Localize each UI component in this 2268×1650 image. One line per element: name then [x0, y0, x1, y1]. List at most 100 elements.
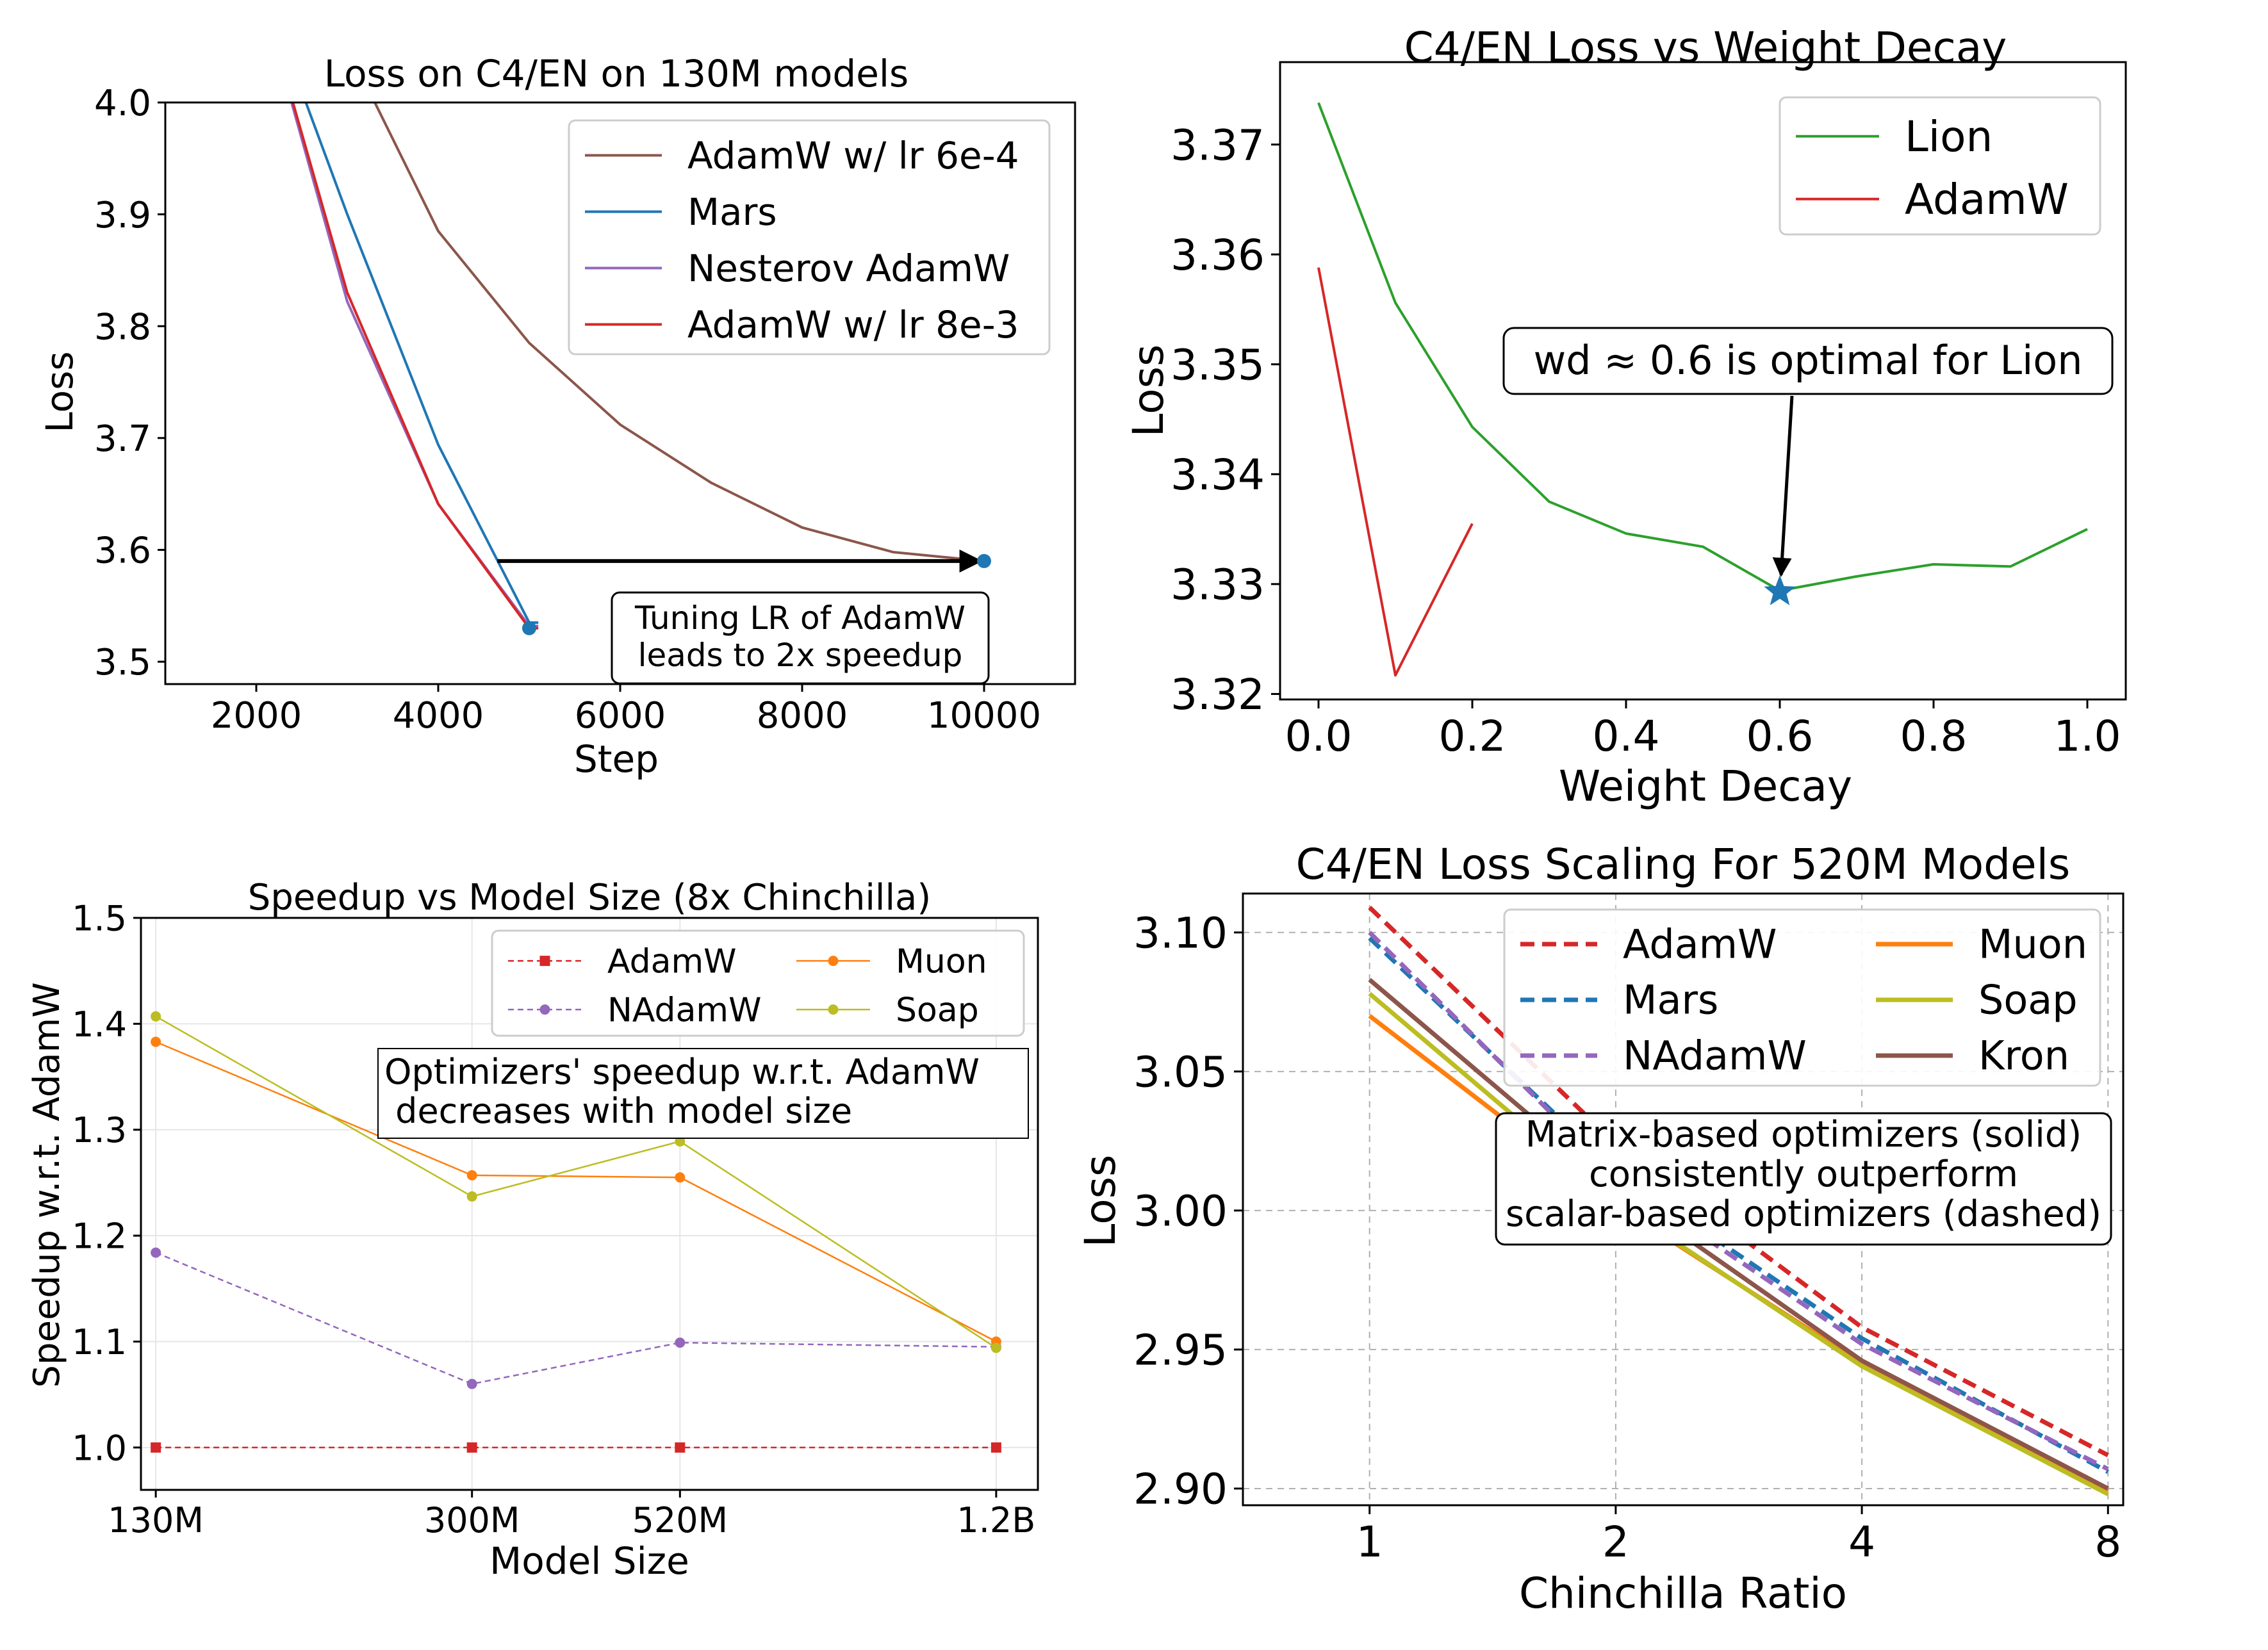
optimal-star-marker	[1764, 575, 1796, 605]
y-axis-label: Loss	[38, 351, 81, 432]
annotation-text: wd ≈ 0.6 is optimal for Lion	[1533, 337, 2082, 384]
legend-label: AdamW	[607, 942, 737, 981]
legend-frame	[491, 929, 1025, 1037]
data-point	[466, 1170, 477, 1180]
annotation-box: wd ≈ 0.6 is optimal for Lion	[1502, 327, 2114, 395]
data-point	[466, 1378, 477, 1389]
data-point	[151, 1011, 161, 1022]
x-tick-label: 4000	[393, 695, 484, 737]
legend-label: Nesterov AdamW	[687, 247, 1010, 290]
data-point	[675, 1172, 686, 1183]
data-point-square	[675, 1442, 686, 1453]
x-tick-label: 10000	[927, 695, 1041, 737]
x-tick-label: 0.0	[1285, 712, 1352, 761]
x-axis-label: Chinchilla Ratio	[1519, 1569, 1847, 1618]
annotation-line-1: Matrix-based optimizers (solid)	[1525, 1114, 2082, 1156]
legend: Lion AdamW	[1779, 96, 2101, 236]
y-tick-label: 3.36	[1171, 231, 1265, 280]
x-tick-label: 1.0	[2054, 712, 2121, 761]
x-tick-label: 0.8	[1900, 712, 1968, 761]
y-tick-label: 3.32	[1171, 670, 1265, 719]
legend-marker	[828, 1004, 839, 1015]
legend-marker	[828, 956, 839, 967]
legend-marker	[539, 956, 550, 967]
y-tick-label: 3.34	[1171, 450, 1265, 500]
data-point-square	[466, 1442, 477, 1453]
annotation-frame	[1502, 327, 2114, 395]
annotation-box: Matrix-based optimizers (solid) consiste…	[1495, 1112, 2112, 1246]
legend-label: AdamW	[1623, 921, 1777, 968]
y-tick-label: 3.05	[1133, 1048, 1228, 1097]
y-tick-label: 3.5	[94, 642, 151, 683]
y-tick-label: 3.35	[1171, 341, 1265, 390]
data-point	[151, 1036, 161, 1047]
legend-label: NAdamW	[1623, 1033, 1807, 1079]
y-tick-label: 2.95	[1133, 1326, 1228, 1375]
data-point-square	[990, 1442, 1001, 1453]
y-tick-label: 3.8	[94, 306, 151, 348]
y-tick-label: 1.3	[72, 1110, 127, 1150]
y-axis-label: Loss	[1076, 1155, 1125, 1248]
legend-label: Soap	[896, 991, 979, 1029]
x-tick-label: 8	[2094, 1517, 2121, 1567]
data-point	[990, 1343, 1001, 1353]
annotation-line-2: leads to 2x speedup	[638, 637, 963, 674]
series-line-lion	[1317, 102, 2088, 592]
legend-label: NAdamW	[607, 991, 762, 1029]
y-tick-label: 3.7	[94, 418, 151, 460]
y-tick-label: 4.0	[94, 83, 151, 124]
legend-label: Muon	[1978, 921, 2087, 968]
x-tick-label: 0.2	[1439, 712, 1506, 761]
legend-label: Mars	[1623, 977, 1718, 1024]
y-tick-label: 1.5	[72, 898, 127, 938]
legend: AdamW w/ lr 6e-4 Mars Nesterov AdamW AdamW …	[568, 119, 1051, 355]
legend-label: AdamW	[1905, 175, 2069, 224]
series-line-muon	[155, 1041, 997, 1343]
y-tick-label: 3.9	[94, 195, 151, 236]
x-axis-label: Step	[574, 737, 659, 781]
series-line-adamw	[1368, 906, 2109, 1457]
x-tick-label: 2000	[211, 695, 302, 737]
y-axis-label: Loss	[1124, 345, 1173, 437]
annotation-line-3: scalar-based optimizers (dashed)	[1506, 1193, 2101, 1235]
legend: AdamW NAdamW Muon Soap	[491, 929, 1025, 1037]
y-tick-label: 3.33	[1171, 560, 1265, 610]
y-tick-label: 3.6	[94, 530, 151, 572]
x-tick-label: 8000	[757, 695, 848, 737]
legend-marker	[539, 1004, 550, 1015]
chart-title: C4/EN Loss vs Weight Decay	[1404, 23, 2007, 72]
annotation-box: Optimizers' speedup w.r.t. AdamW decreas…	[377, 1048, 1029, 1139]
series-line-mars	[1368, 936, 2109, 1474]
chart-loss-scaling-520m: C4/EN Loss Scaling For 520M Models Chinc…	[1076, 840, 2124, 1618]
x-tick-label: 0.4	[1593, 712, 1660, 761]
series-line-kron	[1368, 977, 2109, 1491]
y-tick-label: 1.2	[72, 1216, 127, 1257]
annotation-frame	[1495, 1112, 2112, 1246]
y-tick-label: 3.37	[1171, 120, 1265, 170]
data-point	[675, 1337, 686, 1348]
plot-frame	[1279, 61, 2127, 701]
legend-label: Mars	[687, 190, 777, 234]
x-tick-label: 1	[1356, 1517, 1383, 1567]
annotation-frame	[611, 591, 990, 685]
series-line-nadamw	[155, 1252, 996, 1385]
x-tick-label: 2	[1602, 1517, 1629, 1567]
chart-loss-vs-step: Loss on C4/EN on 130M models Step Loss 2…	[38, 52, 1076, 781]
chart-speedup-vs-model-size: Speedup vs Model Size (8x Chinchilla) Mo…	[26, 877, 1039, 1583]
x-tick-label: 1.2B	[957, 1500, 1035, 1540]
y-tick-label: 1.1	[72, 1322, 127, 1362]
legend-label: Kron	[1978, 1033, 2069, 1079]
x-tick-label: 0.6	[1746, 712, 1814, 761]
x-tick-label: 6000	[575, 695, 666, 737]
endpoint-dot	[977, 553, 991, 568]
legend-label: Soap	[1978, 977, 2078, 1024]
x-tick-label: 300M	[424, 1500, 520, 1540]
series-line-adamw-w-lr-6e-4	[373, 102, 985, 562]
y-tick-label: 2.90	[1133, 1465, 1228, 1514]
endpoint-dot	[522, 621, 536, 635]
x-tick-label: 4	[1848, 1517, 1875, 1567]
series-line-soap	[155, 1015, 997, 1349]
y-tick-label: 1.0	[72, 1428, 127, 1468]
annotation-line-2: decreases with model size	[384, 1091, 852, 1131]
legend-label: Lion	[1905, 112, 1993, 161]
